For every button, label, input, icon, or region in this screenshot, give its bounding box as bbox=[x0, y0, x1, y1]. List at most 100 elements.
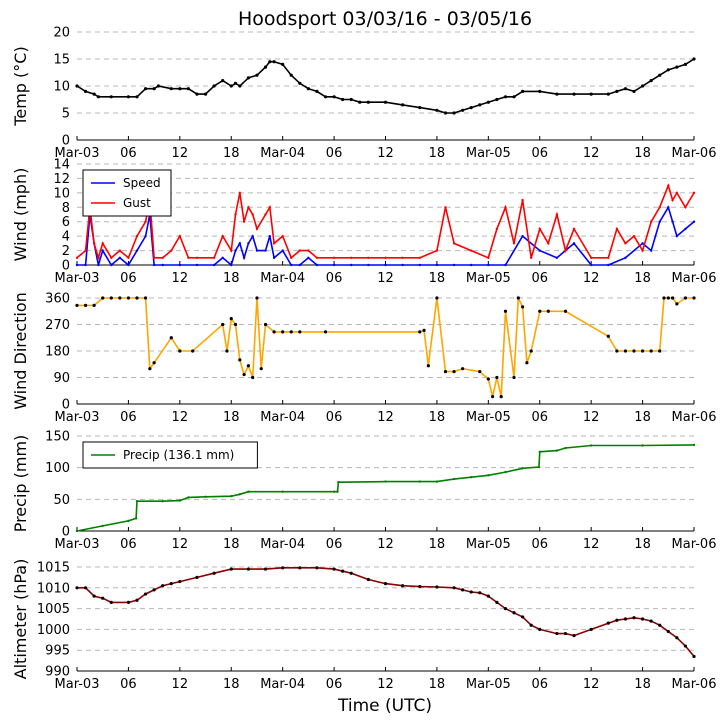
data-point bbox=[83, 89, 88, 93]
data-point bbox=[101, 296, 105, 300]
data-point bbox=[229, 84, 233, 88]
data-point bbox=[247, 242, 250, 245]
data-point bbox=[161, 500, 164, 503]
data-point bbox=[83, 303, 88, 307]
data-point bbox=[624, 256, 627, 259]
x-tick-label: 12 bbox=[172, 410, 189, 425]
data-point bbox=[486, 377, 490, 381]
data-point bbox=[97, 263, 100, 267]
data-point bbox=[503, 607, 508, 611]
data-point bbox=[521, 198, 524, 202]
x-tick-label: 06 bbox=[531, 537, 548, 552]
data-point bbox=[251, 375, 255, 380]
data-point bbox=[512, 95, 516, 99]
data-point bbox=[134, 517, 138, 520]
series-line bbox=[77, 294, 694, 397]
y-tick-label: 0 bbox=[62, 134, 70, 149]
data-point bbox=[135, 598, 139, 602]
x-tick-label: Mar-03 bbox=[55, 537, 100, 552]
data-point bbox=[538, 309, 542, 313]
x-tick-label: 18 bbox=[634, 146, 651, 161]
data-point bbox=[504, 206, 507, 209]
data-point bbox=[229, 567, 233, 571]
y-tick-label: 5 bbox=[62, 107, 70, 122]
data-point bbox=[683, 644, 688, 648]
data-point bbox=[144, 234, 147, 238]
x-tick-label: 06 bbox=[326, 271, 343, 286]
data-point bbox=[186, 87, 191, 91]
data-point bbox=[555, 449, 559, 452]
data-point bbox=[264, 249, 267, 252]
data-point bbox=[486, 594, 490, 598]
x-tick-label: 12 bbox=[377, 410, 394, 425]
x-tick-label: 12 bbox=[583, 271, 600, 286]
data-point bbox=[272, 60, 276, 64]
x-tick-label: 12 bbox=[583, 677, 600, 692]
data-point bbox=[298, 566, 302, 570]
x-tick-label: 18 bbox=[429, 677, 446, 692]
x-tick-label: Mar-05 bbox=[466, 146, 511, 161]
data-point bbox=[461, 108, 465, 112]
data-point bbox=[281, 490, 284, 493]
y-tick-label: 270 bbox=[45, 318, 70, 333]
x-tick-label: 18 bbox=[429, 410, 446, 425]
data-point bbox=[435, 296, 439, 300]
x-tick-label: 18 bbox=[223, 146, 240, 161]
data-point bbox=[332, 567, 336, 571]
data-point bbox=[332, 95, 336, 99]
data-point bbox=[632, 349, 636, 353]
data-point bbox=[75, 256, 79, 259]
data-point bbox=[606, 334, 610, 338]
data-point bbox=[135, 249, 139, 252]
data-point bbox=[315, 89, 319, 93]
data-point bbox=[92, 594, 96, 598]
data-point bbox=[589, 256, 593, 259]
data-point bbox=[152, 263, 156, 267]
x-tick-label: Mar-04 bbox=[260, 537, 305, 552]
x-tick-label: 06 bbox=[120, 146, 137, 161]
y-tick-label: 10 bbox=[53, 186, 70, 201]
data-point bbox=[110, 263, 113, 267]
data-point bbox=[435, 480, 439, 483]
data-point bbox=[152, 256, 156, 259]
data-point bbox=[298, 81, 302, 85]
y-tick-label: 90 bbox=[53, 371, 70, 386]
data-point bbox=[315, 263, 319, 267]
data-point bbox=[452, 242, 456, 245]
panel-1: 0 5 10 15 20 Mar-03 06 12 18 Mar-04 06 12 18 Mar-05 06… bbox=[11, 26, 716, 162]
data-point bbox=[366, 577, 370, 582]
data-point bbox=[118, 256, 122, 259]
x-tick-label: 12 bbox=[172, 677, 189, 692]
data-point bbox=[632, 234, 636, 238]
data-point bbox=[538, 450, 541, 454]
data-point bbox=[667, 184, 670, 187]
data-point bbox=[529, 623, 533, 627]
data-point bbox=[110, 256, 113, 259]
data-point bbox=[178, 263, 182, 267]
data-point bbox=[435, 108, 439, 112]
data-point bbox=[230, 494, 233, 498]
data-point bbox=[384, 480, 387, 483]
data-point bbox=[161, 256, 164, 259]
x-tick-label: 18 bbox=[223, 410, 240, 425]
data-point bbox=[109, 296, 113, 300]
data-point bbox=[383, 100, 388, 104]
data-point bbox=[495, 375, 499, 380]
x-tick-label: 12 bbox=[583, 146, 600, 161]
data-point bbox=[667, 206, 670, 209]
data-point bbox=[666, 629, 670, 634]
data-point bbox=[538, 227, 541, 231]
data-point bbox=[358, 100, 362, 104]
data-point bbox=[564, 446, 567, 450]
data-point bbox=[272, 330, 276, 334]
data-point bbox=[692, 654, 696, 659]
data-point bbox=[161, 263, 164, 267]
x-tick-label: 06 bbox=[326, 410, 343, 425]
data-point bbox=[469, 590, 473, 594]
data-point bbox=[83, 586, 88, 590]
data-point bbox=[75, 84, 79, 88]
data-point bbox=[521, 234, 524, 238]
data-point bbox=[126, 600, 131, 604]
data-point bbox=[555, 631, 559, 636]
data-point bbox=[234, 249, 237, 252]
